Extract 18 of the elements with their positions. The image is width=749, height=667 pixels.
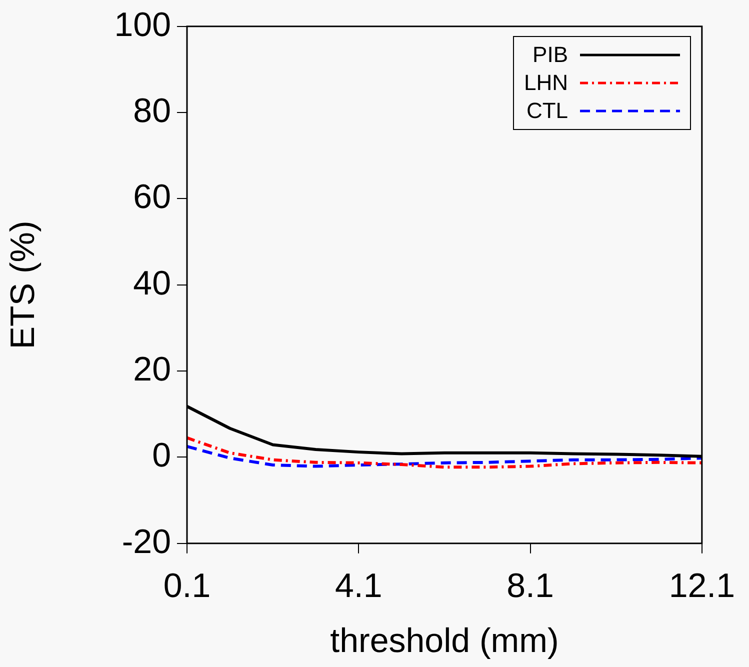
y-tick-label: -20 [122,522,171,561]
y-axis-title: ETS (%) [4,220,42,350]
line-series [187,444,702,468]
y-tick-label: 100 [114,6,171,44]
legend-label: LHN [524,70,568,96]
y-tick-label: 60 [133,178,171,216]
y-tick-label: 0 [152,436,171,475]
y-tick-label: 80 [133,92,171,130]
y-tick-label: 40 [133,264,171,302]
x-axis-title: threshold (mm) [330,622,559,660]
x-tick-label: 8.1 [506,567,554,606]
legend-label: CTL [526,98,568,124]
legend-label: PIB [532,42,568,68]
y-tick-label: 20 [133,350,171,388]
x-tick-label: 4.1 [335,567,382,606]
line-series [187,436,702,469]
x-tick-label: 12.1 [668,567,736,606]
x-tick-label: 0.1 [163,567,211,606]
